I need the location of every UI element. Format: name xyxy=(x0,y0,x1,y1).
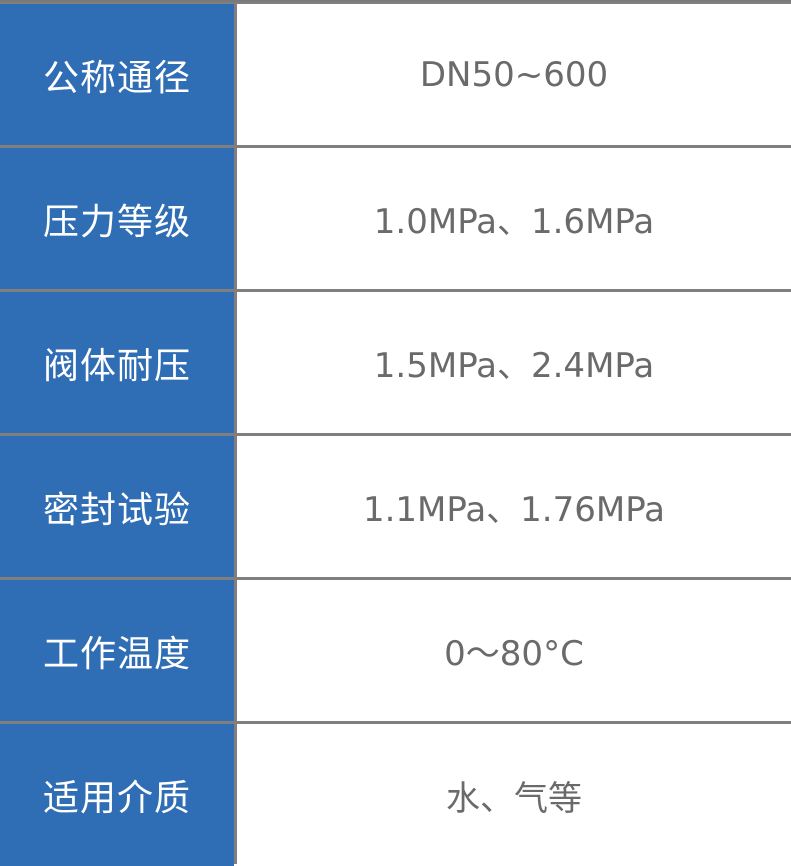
row-value: 0～80°C xyxy=(237,580,791,721)
row-value: 1.0MPa、1.6MPa xyxy=(237,148,791,289)
table-row: 阀体耐压 1.5MPa、2.4MPa xyxy=(0,292,791,433)
table-row: 公称通径 DN50~600 xyxy=(0,4,791,145)
row-value: DN50~600 xyxy=(237,4,791,145)
table-row: 压力等级 1.0MPa、1.6MPa xyxy=(0,148,791,289)
row-label: 压力等级 xyxy=(0,148,234,289)
row-value: 1.5MPa、2.4MPa xyxy=(237,292,791,433)
table-row: 密封试验 1.1MPa、1.76MPa xyxy=(0,436,791,577)
row-label: 阀体耐压 xyxy=(0,292,234,433)
row-label: 密封试验 xyxy=(0,436,234,577)
row-label: 工作温度 xyxy=(0,580,234,721)
table-row: 适用介质 水、气等 xyxy=(0,724,791,866)
row-label: 公称通径 xyxy=(0,4,234,145)
row-value: 1.1MPa、1.76MPa xyxy=(237,436,791,577)
table-row: 工作温度 0～80°C xyxy=(0,580,791,721)
row-value: 水、气等 xyxy=(237,724,791,866)
row-label: 适用介质 xyxy=(0,724,234,866)
